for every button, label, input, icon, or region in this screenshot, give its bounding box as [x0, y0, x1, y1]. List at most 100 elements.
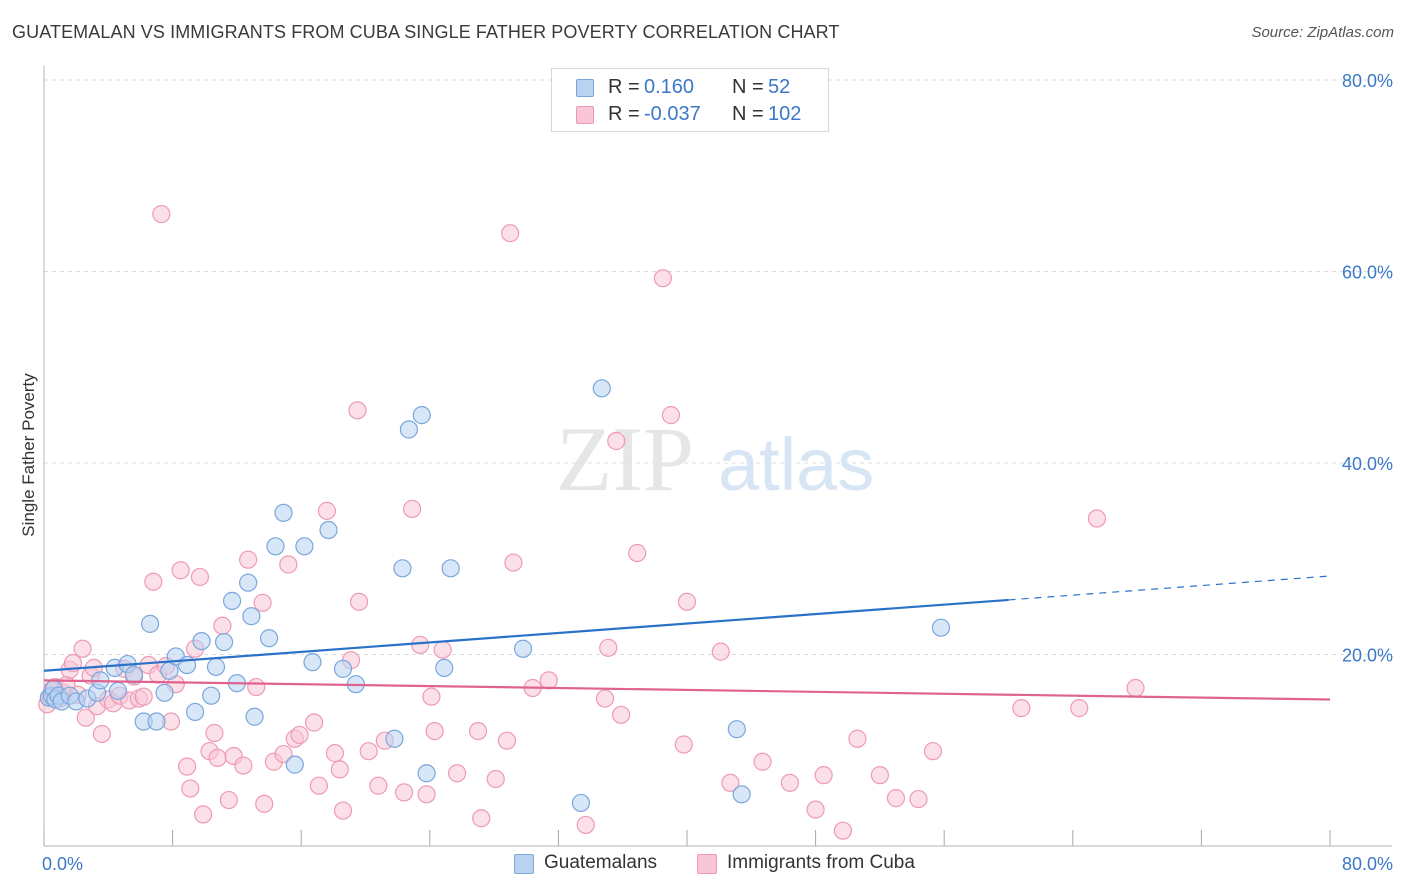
cuba-point: [76, 708, 95, 727]
blue-swatch: [576, 79, 594, 97]
cuba-point: [595, 689, 615, 708]
guatemalan-point: [245, 707, 264, 726]
cuba-point: [653, 269, 672, 288]
legend-swatch-pink: [697, 854, 717, 874]
legend-label: Immigrants from Cuba: [727, 852, 915, 873]
guatemalan-point: [732, 785, 751, 804]
legend-label: Guatemalans: [544, 852, 658, 873]
cuba-point: [425, 721, 444, 741]
cuba-point: [247, 677, 266, 697]
cuba-point: [628, 543, 647, 563]
cuba-point: [194, 805, 213, 824]
guatemalan-point: [285, 755, 304, 774]
cuba-point: [134, 687, 153, 706]
cuba-point: [848, 729, 867, 748]
cuba-point: [349, 592, 369, 611]
cuba-point: [539, 671, 558, 690]
cuba-point: [611, 705, 631, 724]
cuba-point: [92, 724, 111, 744]
cuba-trend-line: [43, 679, 1331, 701]
cuba-point: [674, 735, 693, 754]
guatemalan-point: [441, 559, 460, 578]
cuba-point: [721, 773, 740, 792]
watermark-zip: ZIP: [556, 408, 694, 510]
cuba-point: [468, 721, 488, 741]
guatemalan-point: [417, 764, 436, 783]
cuba-point: [417, 785, 436, 804]
stats-row-cuba: R = -0.037 N = 102: [552, 101, 828, 127]
guatemalan-point: [222, 591, 242, 610]
guatemalan-point: [266, 537, 285, 556]
guatemalan-point: [202, 686, 221, 705]
n-label: N =: [732, 103, 764, 125]
guatemalan-point: [242, 607, 261, 626]
cuba-point: [814, 766, 833, 785]
guatemalan-point: [140, 614, 160, 633]
cuba-point: [433, 640, 452, 659]
tick-labels: 20.0% 40.0% 60.0% 80.0% 0.0% 80.0%: [42, 71, 1393, 874]
r-value: -0.037: [644, 103, 701, 125]
axes: [43, 66, 1392, 847]
cuba-point: [711, 642, 730, 661]
cuba-point: [290, 725, 309, 745]
guatemalan-point: [435, 658, 454, 678]
source-label: Source: ZipAtlas.com: [1251, 24, 1394, 41]
cuba-point: [504, 553, 523, 572]
n-value: 102: [768, 103, 802, 125]
r-label: R =: [608, 76, 640, 98]
cuba-point: [833, 821, 853, 840]
guatemalan-point: [727, 720, 746, 739]
guatemalan-point: [186, 702, 205, 722]
cuba-point: [369, 776, 388, 795]
legend-swatch-blue: [514, 854, 534, 874]
guatemalan-point: [108, 681, 128, 700]
cuba-point: [73, 639, 92, 658]
guatemalan-point: [214, 632, 234, 652]
cuba-point: [780, 773, 799, 792]
r-value: 0.160: [644, 76, 695, 98]
chart-title: GUATEMALAN VS IMMIGRANTS FROM CUBA SINGL…: [12, 22, 840, 42]
cuba-point: [1126, 678, 1145, 698]
trend-lines: [43, 575, 1331, 701]
cuba-point: [213, 616, 232, 635]
r-label: R =: [608, 103, 640, 125]
cuba-point: [144, 572, 163, 591]
cuba-point: [886, 789, 906, 808]
cuba-point: [253, 593, 272, 612]
cuba-point: [1012, 699, 1031, 718]
guatemalan-point: [124, 665, 144, 684]
n-value: 52: [768, 76, 791, 98]
cuba-point: [806, 800, 825, 819]
guatemalan-point: [513, 639, 533, 658]
cuba-point: [177, 757, 197, 776]
stats-row-guatemalans: R = 0.160 N = 52: [552, 74, 828, 100]
guatemalan-point: [239, 573, 258, 592]
guatemalan-trend-line: [43, 598, 1009, 672]
cuba-point: [1087, 509, 1107, 528]
n-label: N =: [732, 76, 764, 98]
cuba-point: [333, 801, 353, 820]
guatemalan-point: [571, 793, 591, 813]
cuba-point: [190, 567, 210, 587]
cuba-point: [753, 752, 772, 771]
cuba-point: [403, 499, 422, 519]
cuba-point: [239, 550, 258, 569]
cuba-point: [152, 204, 171, 224]
guatemalan-point: [303, 653, 322, 672]
guatemalan-point: [931, 618, 951, 637]
cuba-point: [422, 687, 441, 706]
cuba-point: [497, 731, 517, 750]
data-points: [38, 204, 1145, 840]
cuba-point: [394, 783, 414, 802]
cuba-point: [909, 789, 928, 809]
cuba-point: [870, 766, 890, 785]
y-tick-label: 80.0%: [1342, 71, 1393, 91]
guatemalan-point: [295, 537, 314, 556]
cuba-point: [359, 742, 378, 761]
guatemalan-trend-extension: [1008, 575, 1331, 601]
cuba-point: [219, 790, 238, 810]
pink-swatch: [576, 106, 594, 124]
y-axis-label: Single Father Poverty: [19, 373, 38, 537]
cuba-point: [317, 501, 337, 520]
y-tick-label: 20.0%: [1342, 646, 1393, 666]
